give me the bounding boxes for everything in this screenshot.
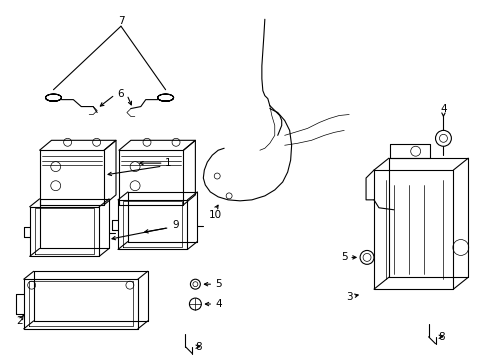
Text: 1: 1	[165, 158, 172, 168]
Text: 8: 8	[195, 342, 202, 352]
Text: 8: 8	[438, 332, 444, 342]
Text: 7: 7	[118, 16, 124, 26]
Text: 10: 10	[208, 210, 222, 220]
Text: 9: 9	[172, 220, 179, 230]
Text: 3: 3	[345, 292, 352, 302]
Text: 2: 2	[17, 316, 23, 326]
Text: 4: 4	[215, 299, 222, 309]
Text: 6: 6	[118, 89, 124, 99]
Text: 4: 4	[439, 104, 446, 113]
Text: 5: 5	[340, 252, 347, 262]
Text: 5: 5	[215, 279, 222, 289]
